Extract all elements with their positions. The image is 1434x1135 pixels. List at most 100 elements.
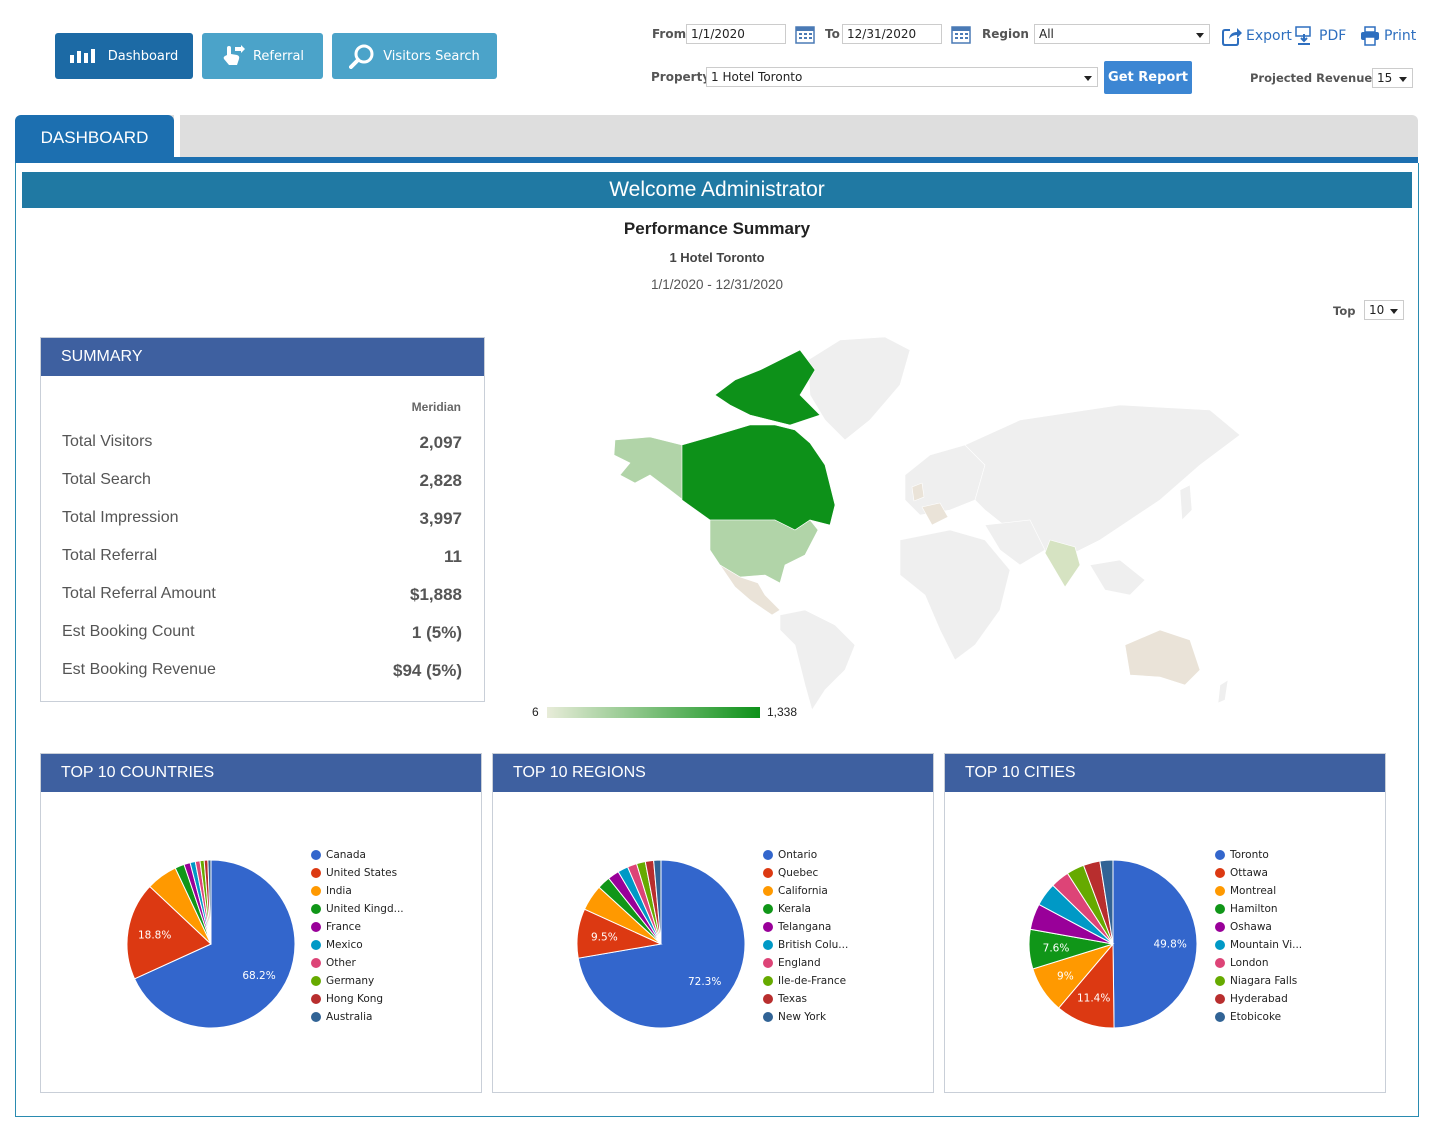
- legend-item[interactable]: Ile-de-France: [763, 975, 846, 987]
- world-map-svg: [613, 336, 1241, 711]
- legend-item[interactable]: Ontario: [763, 849, 817, 861]
- legend-item[interactable]: England: [763, 957, 821, 969]
- legend-label: Mountain Vi...: [1230, 939, 1303, 951]
- calendar-icon[interactable]: [795, 24, 815, 44]
- summary-row: Total Referral Amount $1,888: [62, 585, 462, 605]
- summary-row: Total Visitors 2,097: [62, 433, 462, 453]
- export-icon: [1222, 28, 1242, 46]
- legend-item[interactable]: Hyderabad: [1215, 993, 1288, 1005]
- legend-dot: [1215, 976, 1225, 986]
- legend-item[interactable]: India: [311, 885, 352, 897]
- pie-slice[interactable]: [133, 859, 296, 1029]
- pdf-download-icon: [1295, 26, 1311, 45]
- legend-item[interactable]: Toronto: [1215, 849, 1269, 861]
- legend-item[interactable]: Texas: [763, 993, 807, 1005]
- print-link[interactable]: Print: [1360, 26, 1416, 46]
- map-region-africa: [899, 529, 1011, 661]
- legend-dot: [1215, 850, 1225, 860]
- chevron-down-icon: [1196, 33, 1204, 38]
- legend-item[interactable]: Montreal: [1215, 885, 1276, 897]
- pie-slice[interactable]: [207, 859, 212, 945]
- projected-revenue-select[interactable]: 15: [1372, 68, 1413, 88]
- map-region-uk: [911, 482, 925, 502]
- map-region-canada: [681, 424, 836, 531]
- visitors-search-button-label: Visitors Search: [383, 48, 480, 64]
- dashboard-button[interactable]: Dashboard: [55, 33, 193, 79]
- legend-item[interactable]: British Colu...: [763, 939, 848, 951]
- legend-dot: [763, 868, 773, 878]
- visitors-search-button[interactable]: Visitors Search: [332, 33, 497, 79]
- legend-item[interactable]: Mountain Vi...: [1215, 939, 1302, 951]
- pie-slice[interactable]: [653, 859, 662, 945]
- summary-title: SUMMARY: [41, 338, 484, 376]
- legend-item[interactable]: London: [1215, 957, 1269, 969]
- summary-row-label: Est Booking Count: [62, 623, 195, 640]
- legend-label: Montreal: [1230, 885, 1277, 897]
- legend-label: Texas: [778, 993, 808, 1005]
- legend-dot: [311, 1012, 321, 1022]
- legend-item[interactable]: Germany: [311, 975, 374, 987]
- legend-item[interactable]: Canada: [311, 849, 366, 861]
- get-report-button[interactable]: Get Report: [1104, 61, 1192, 94]
- top-label: Top: [1333, 304, 1356, 318]
- map-region-middle-east: [984, 519, 1046, 566]
- legend-item[interactable]: Oshawa: [1215, 921, 1272, 933]
- legend-dot: [311, 868, 321, 878]
- world-map: [600, 325, 1250, 711]
- export-link[interactable]: Export: [1222, 26, 1292, 46]
- legend-label: Mexico: [326, 939, 363, 951]
- legend-label: Etobicoke: [1230, 1011, 1282, 1023]
- legend-item[interactable]: Niagara Falls: [1215, 975, 1297, 987]
- pdf-link[interactable]: PDF: [1295, 26, 1346, 46]
- legend-label: Hamilton: [1230, 903, 1278, 915]
- to-date-input[interactable]: 12/31/2020: [842, 24, 942, 44]
- legend-item[interactable]: Telangana: [763, 921, 831, 933]
- legend-item[interactable]: France: [311, 921, 361, 933]
- legend-dot: [1215, 958, 1225, 968]
- legend-dot: [311, 850, 321, 860]
- legend-dot: [763, 922, 773, 932]
- legend-label: United States: [326, 867, 398, 879]
- map-legend-max: 1,338: [767, 705, 798, 719]
- top-count-value: 10: [1369, 303, 1385, 317]
- legend-item[interactable]: United States: [311, 867, 397, 879]
- welcome-banner: Welcome Administrator: [22, 172, 1412, 208]
- calendar-icon[interactable]: [951, 24, 971, 44]
- pie-slice[interactable]: [1099, 859, 1114, 945]
- top-count-select[interactable]: 10: [1364, 300, 1404, 320]
- map-region-alaska: [613, 436, 684, 501]
- referral-button[interactable]: Referral: [202, 33, 323, 79]
- pie-slice[interactable]: [1112, 859, 1198, 1029]
- legend-item[interactable]: Australia: [311, 1011, 372, 1023]
- legend-item[interactable]: Etobicoke: [1215, 1011, 1281, 1023]
- tab-dashboard[interactable]: DASHBOARD: [15, 115, 174, 160]
- legend-dot: [763, 1012, 773, 1022]
- legend-item[interactable]: California: [763, 885, 828, 897]
- summary-row: Total Impression 3,997: [62, 509, 462, 529]
- legend-dot: [763, 850, 773, 860]
- pie-slice[interactable]: [126, 885, 212, 980]
- summary-row: Total Search 2,828: [62, 471, 462, 491]
- legend-item[interactable]: New York: [763, 1011, 826, 1023]
- legend-item[interactable]: United Kingd...: [311, 903, 404, 915]
- legend-item[interactable]: Quebec: [763, 867, 818, 879]
- property-select[interactable]: 1 Hotel Toronto: [706, 67, 1098, 87]
- legend-item[interactable]: Mexico: [311, 939, 363, 951]
- legend-dot: [311, 994, 321, 1004]
- pie-slice-label: 72.3%: [688, 976, 721, 988]
- legend-item[interactable]: Hong Kong: [311, 993, 383, 1005]
- search-icon: [349, 44, 374, 69]
- map-region-new-zealand: [1217, 679, 1229, 704]
- legend-item[interactable]: Other: [311, 957, 356, 969]
- from-date-input[interactable]: 1/1/2020: [686, 24, 786, 44]
- summary-panel: SUMMARY Meridian Total Visitors 2,097 Tota…: [40, 337, 485, 702]
- top-countries-panel: TOP 10 COUNTRIES 68.2% 18.8% Canada United…: [40, 753, 482, 1093]
- tab-separator: [174, 115, 180, 160]
- legend-dot: [311, 904, 321, 914]
- legend-item[interactable]: Ottawa: [1215, 867, 1268, 879]
- legend-item[interactable]: Hamilton: [1215, 903, 1278, 915]
- legend-label: London: [1230, 957, 1269, 969]
- legend-item[interactable]: Kerala: [763, 903, 811, 915]
- region-select[interactable]: All: [1034, 24, 1210, 44]
- map-legend-gradient: [547, 707, 760, 718]
